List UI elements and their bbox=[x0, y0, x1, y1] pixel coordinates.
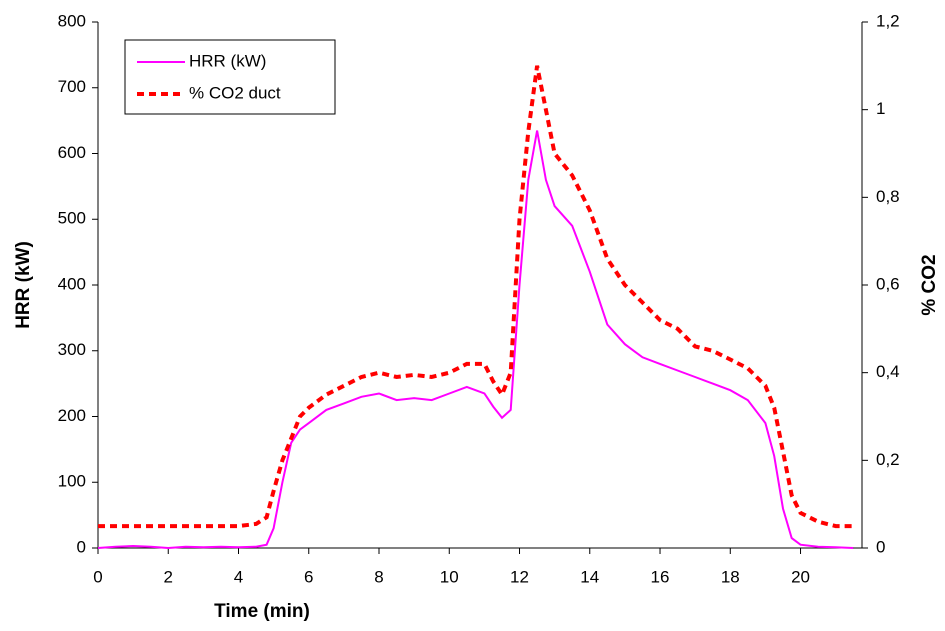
y2-tick-label: 0,4 bbox=[876, 362, 900, 381]
y-tick-label: 800 bbox=[58, 11, 86, 30]
y2-tick-label: 0,8 bbox=[876, 187, 900, 206]
legend-label: HRR (kW) bbox=[189, 51, 266, 70]
x-tick-label: 14 bbox=[580, 567, 599, 586]
y-tick-label: 700 bbox=[58, 77, 86, 96]
y2-tick-label: 0,6 bbox=[876, 274, 900, 293]
y-tick-label: 300 bbox=[58, 340, 86, 359]
y2-tick-label: 1,2 bbox=[876, 11, 900, 30]
y-tick-label: 600 bbox=[58, 143, 86, 162]
x-tick-label: 8 bbox=[374, 567, 383, 586]
y-tick-label: 100 bbox=[58, 472, 86, 491]
x-tick-label: 20 bbox=[791, 567, 810, 586]
y2-tick-label: 0 bbox=[876, 537, 885, 556]
legend-box bbox=[124, 39, 336, 115]
x-tick-label: 0 bbox=[93, 567, 102, 586]
y-tick-label: 0 bbox=[77, 537, 86, 556]
x-tick-label: 18 bbox=[721, 567, 740, 586]
y-tick-label: 200 bbox=[58, 406, 86, 425]
x-tick-label: 4 bbox=[234, 567, 243, 586]
data-line bbox=[97, 130, 854, 550]
x-tick-label: 2 bbox=[164, 567, 173, 586]
y2-tick-label: 0,2 bbox=[876, 450, 900, 469]
x-tick-label: 6 bbox=[304, 567, 313, 586]
y-tick-label: 400 bbox=[58, 274, 86, 293]
legend-label: % CO2 duct bbox=[189, 83, 281, 102]
x-tick-label: 10 bbox=[440, 567, 459, 586]
x-tick-label: 16 bbox=[651, 567, 670, 586]
y-tick-label: 500 bbox=[58, 209, 86, 228]
x-axis-title: Time (min) bbox=[214, 601, 310, 622]
data-line bbox=[98, 65, 854, 529]
x-tick-label: 12 bbox=[510, 567, 529, 586]
y-axis-title: HRR (kW) bbox=[13, 241, 34, 329]
y2-axis-title: % CO2 bbox=[919, 254, 940, 315]
y2-tick-label: 1 bbox=[876, 99, 885, 118]
